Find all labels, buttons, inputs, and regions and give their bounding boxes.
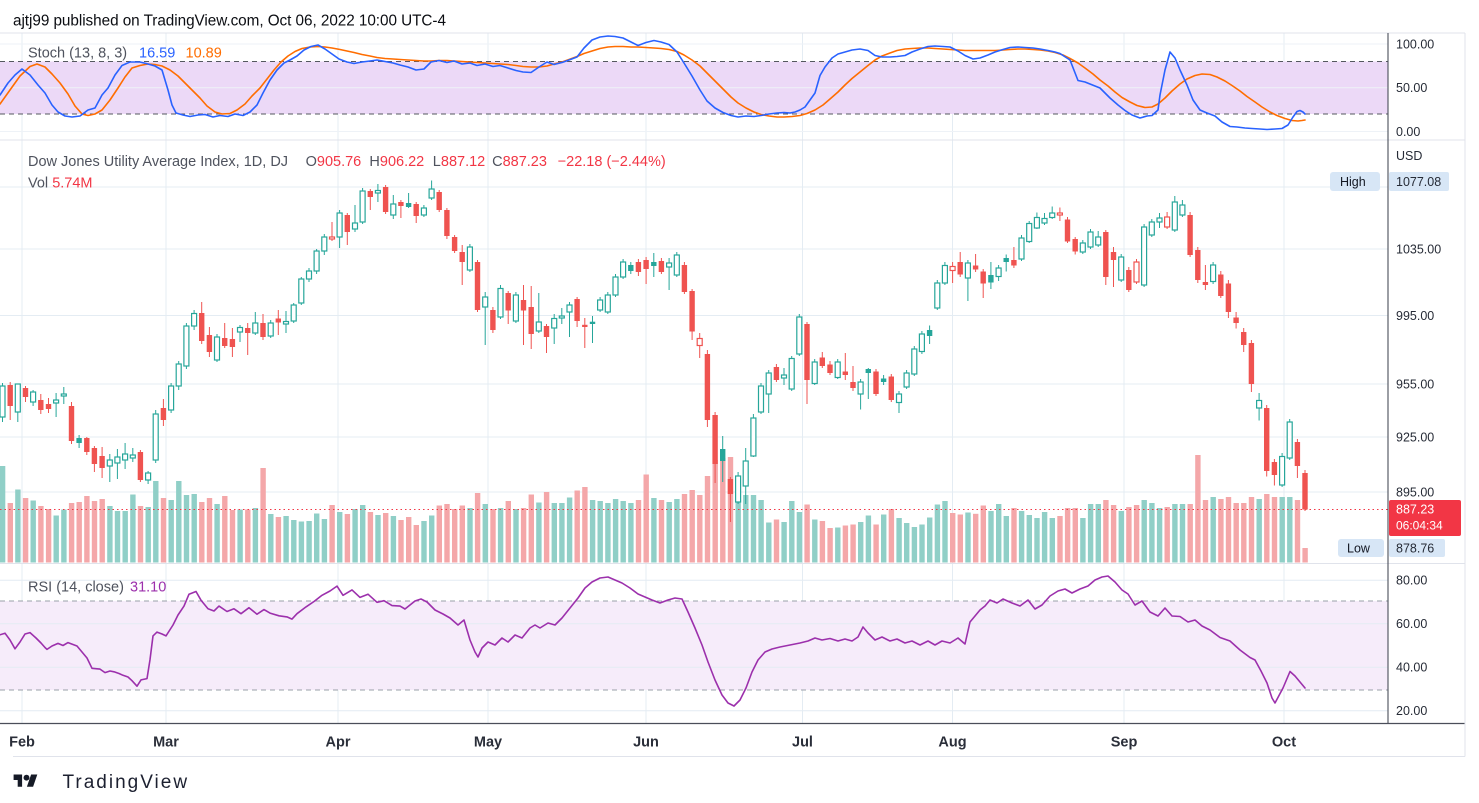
svg-text:USD: USD <box>1396 149 1422 163</box>
svg-text:80.00: 80.00 <box>1396 574 1427 588</box>
svg-text:06:04:34: 06:04:34 <box>1396 519 1443 533</box>
svg-text:RSI (14, close)31.10: RSI (14, close) 31.10 <box>28 580 166 596</box>
svg-text:Jun: Jun <box>633 735 659 751</box>
svg-text:1077.08: 1077.08 <box>1396 175 1441 189</box>
svg-text:50.00: 50.00 <box>1396 81 1427 95</box>
svg-text:60.00: 60.00 <box>1396 617 1427 631</box>
svg-text:Apr: Apr <box>326 735 351 751</box>
svg-text:TradingView: TradingView <box>63 772 190 793</box>
svg-text:20.00: 20.00 <box>1396 704 1427 718</box>
svg-text:Low: Low <box>1347 542 1371 556</box>
svg-text:100.00: 100.00 <box>1396 37 1434 51</box>
svg-text:Feb: Feb <box>9 735 35 751</box>
svg-text:May: May <box>474 735 502 751</box>
svg-text:Mar: Mar <box>153 735 179 751</box>
svg-text:0.00: 0.00 <box>1396 125 1420 139</box>
svg-text:895.00: 895.00 <box>1396 485 1434 499</box>
svg-text:40.00: 40.00 <box>1396 661 1427 675</box>
svg-text:ajtj99 published on TradingVie: ajtj99 published on TradingView.com, Oct… <box>13 13 446 30</box>
svg-text:955.00: 955.00 <box>1396 377 1434 391</box>
svg-text:925.00: 925.00 <box>1396 430 1434 444</box>
svg-text:Sep: Sep <box>1111 735 1138 751</box>
svg-text:Oct: Oct <box>1272 735 1296 751</box>
svg-text:Aug: Aug <box>938 735 966 751</box>
svg-text:Dow Jones Utility Average Inde: Dow Jones Utility Average Index, 1D, DJ O… <box>28 154 666 170</box>
svg-text:Vol 5.74M: Vol 5.74M <box>28 176 93 192</box>
svg-text:995.00: 995.00 <box>1396 309 1434 323</box>
svg-text:887.23: 887.23 <box>1396 503 1434 517</box>
svg-text:878.76: 878.76 <box>1396 541 1434 555</box>
svg-text:Jul: Jul <box>792 735 813 751</box>
svg-text:1035.00: 1035.00 <box>1396 242 1441 256</box>
svg-text:High: High <box>1340 175 1366 189</box>
